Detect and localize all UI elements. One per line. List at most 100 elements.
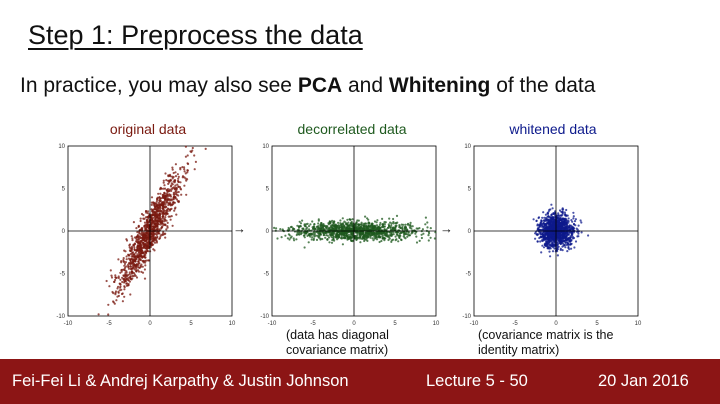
scatter-point bbox=[172, 171, 175, 175]
scatter-point bbox=[351, 222, 354, 225]
scatter-point bbox=[542, 225, 545, 228]
scatter-point bbox=[350, 236, 354, 239]
scatter-point bbox=[171, 186, 174, 190]
scatter-point bbox=[580, 221, 583, 224]
scatter-point bbox=[139, 217, 142, 220]
scatter-point bbox=[154, 216, 157, 219]
scatter-point bbox=[576, 235, 579, 238]
scatter-point bbox=[347, 224, 350, 227]
scatter-point bbox=[364, 234, 367, 237]
scatter-point bbox=[153, 236, 157, 239]
scatter-point bbox=[152, 220, 155, 223]
scatter-point bbox=[291, 228, 294, 232]
scatter-point bbox=[426, 221, 429, 224]
scatter-point bbox=[422, 232, 425, 235]
scatter-point bbox=[539, 235, 542, 238]
scatter-point bbox=[398, 225, 401, 228]
scatter-point bbox=[553, 212, 556, 215]
scatter-point bbox=[427, 239, 430, 242]
y-tick-label: 5 bbox=[266, 187, 270, 193]
subtitle-text-3: of the data bbox=[490, 74, 596, 97]
scatter-point bbox=[142, 214, 145, 217]
scatter-point bbox=[123, 286, 126, 289]
scatter-point bbox=[129, 259, 132, 262]
scatter-point bbox=[162, 179, 165, 182]
scatter-point bbox=[341, 243, 344, 246]
y-tick-label: -10 bbox=[56, 314, 65, 320]
whitened-data-title: whitened data bbox=[509, 121, 597, 137]
scatter-point bbox=[156, 210, 159, 213]
scatter-point bbox=[543, 216, 546, 219]
scatter-point bbox=[548, 250, 551, 253]
scatter-point bbox=[129, 275, 132, 278]
scatter-point bbox=[179, 181, 182, 184]
scatter-point bbox=[123, 278, 126, 281]
scatter-point bbox=[401, 227, 404, 230]
scatter-point bbox=[176, 179, 180, 182]
scatter-point bbox=[343, 237, 346, 240]
scatter-point bbox=[121, 292, 124, 295]
scatter-point bbox=[138, 232, 141, 235]
scatter-point bbox=[321, 237, 324, 241]
scatter-point bbox=[132, 221, 135, 224]
scatter-point bbox=[273, 226, 276, 229]
scatter-point bbox=[166, 226, 169, 229]
scatter-point bbox=[550, 213, 553, 216]
scatter-point bbox=[281, 228, 284, 231]
scatter-point bbox=[395, 238, 398, 241]
scatter-point bbox=[339, 219, 342, 222]
scatter-point bbox=[328, 220, 331, 223]
scatter-point bbox=[373, 220, 377, 223]
scatter-point bbox=[317, 222, 320, 225]
scatter-point bbox=[108, 285, 111, 288]
scatter-point bbox=[556, 243, 559, 246]
scatter-point bbox=[186, 169, 189, 172]
scatter-point bbox=[130, 257, 133, 260]
scatter-point bbox=[125, 258, 128, 261]
scatter-point bbox=[309, 232, 312, 235]
scatter-point bbox=[309, 223, 312, 226]
scatter-point bbox=[552, 236, 555, 239]
scatter-point bbox=[546, 245, 549, 248]
scatter-point bbox=[120, 288, 123, 291]
scatter-point bbox=[125, 239, 129, 242]
scatter-point bbox=[559, 239, 562, 242]
scatter-point bbox=[540, 225, 543, 228]
scatter-point bbox=[128, 243, 132, 246]
scatter-point bbox=[388, 217, 391, 220]
scatter-point bbox=[320, 225, 323, 228]
scatter-point bbox=[147, 250, 150, 253]
scatter-point bbox=[129, 253, 132, 256]
scatter-point bbox=[329, 225, 332, 228]
scatter-point bbox=[151, 225, 154, 228]
scatter-point bbox=[130, 245, 134, 248]
scatter-point bbox=[153, 214, 156, 217]
scatter-point bbox=[367, 233, 371, 236]
scatter-point bbox=[545, 218, 548, 221]
scatter-point bbox=[144, 243, 147, 246]
scatter-point bbox=[308, 234, 311, 237]
scatter-point bbox=[193, 154, 196, 157]
scatter-point bbox=[141, 238, 144, 241]
scatter-point bbox=[383, 239, 386, 242]
scatter-point bbox=[191, 146, 194, 150]
scatter-point bbox=[185, 193, 188, 196]
scatter-point bbox=[181, 166, 184, 169]
scatter-point bbox=[563, 237, 567, 240]
scatter-point bbox=[159, 199, 162, 202]
scatter-point bbox=[288, 234, 291, 237]
scatter-point bbox=[400, 238, 403, 241]
scatter-point bbox=[376, 226, 379, 229]
scatter-point bbox=[119, 286, 122, 289]
scatter-point bbox=[154, 232, 157, 236]
scatter-point bbox=[147, 215, 150, 218]
scatter-point bbox=[173, 209, 176, 212]
scatter-point bbox=[369, 236, 372, 239]
scatter-point bbox=[289, 226, 292, 229]
scatter-point bbox=[398, 236, 401, 239]
scatter-point bbox=[122, 260, 125, 263]
scatter-point bbox=[133, 268, 136, 271]
scatter-point bbox=[176, 191, 179, 194]
scatter-point bbox=[303, 236, 306, 239]
scatter-point bbox=[558, 233, 561, 236]
